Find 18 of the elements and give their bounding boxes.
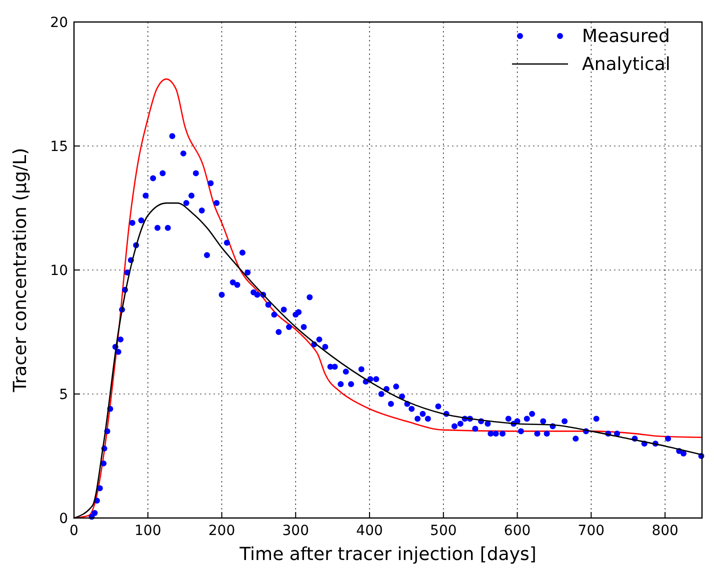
x-tick-label: 400 — [356, 523, 383, 539]
x-tick-label: 200 — [208, 523, 236, 539]
x-tick-label: 800 — [652, 523, 678, 539]
y-tick-label: 20 — [50, 15, 68, 31]
x-tick-label: 600 — [504, 523, 531, 539]
x-tick-label: 0 — [70, 523, 78, 539]
x-tick-label: 500 — [430, 523, 457, 539]
y-tick-label: 15 — [50, 139, 68, 155]
legend-label: Analytical — [582, 54, 670, 75]
x-axis-title: Time after tracer injection [days] — [238, 544, 536, 565]
x-tick-label: 700 — [578, 523, 605, 539]
legend-label: Measured — [582, 26, 670, 47]
y-tick-label: 5 — [59, 387, 68, 403]
y-tick-label: 10 — [50, 263, 68, 279]
x-tick-label: 100 — [134, 523, 162, 539]
x-tick-label: 300 — [282, 523, 310, 539]
y-tick-label: 0 — [59, 511, 68, 527]
y-axis-title: Tracer concentration (µg/L) — [10, 148, 31, 394]
